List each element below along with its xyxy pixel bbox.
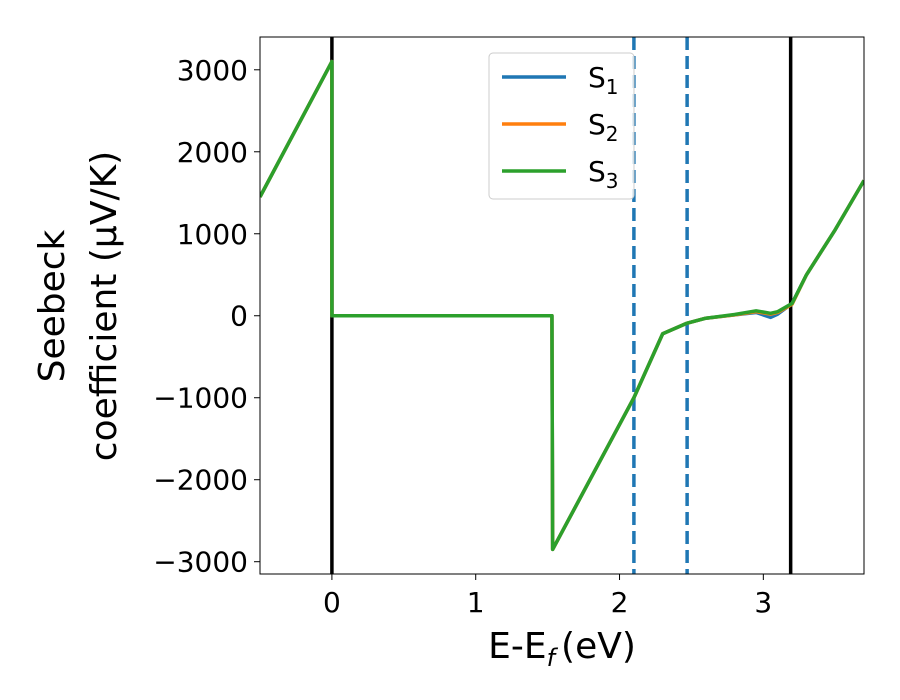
series-lines (260, 59, 864, 552)
x-tick-label: 1 (467, 586, 485, 619)
x-tick-label: 0 (323, 586, 341, 619)
y-tick-label: −2000 (153, 464, 248, 497)
plot-frame (259, 36, 865, 575)
series-line-S3 (260, 59, 864, 552)
plot-area (260, 37, 864, 574)
y-tick-label: −1000 (153, 382, 248, 415)
legend: S1 S2 S3 (488, 52, 635, 200)
y-tick-label: 2000 (177, 136, 248, 169)
y-axis-label-line2: coefficient (μV/K) (84, 151, 125, 461)
y-axis-label-line1: Seebeck (32, 229, 73, 382)
legend-box (488, 52, 635, 200)
y-tick-label: 1000 (177, 218, 248, 251)
legend-label-S2: S2 (588, 108, 619, 146)
y-tick-label: 3000 (177, 54, 248, 87)
x-tick-label: 3 (754, 586, 772, 619)
legend-label-S1: S1 (588, 61, 619, 99)
y-tick-label: 0 (230, 300, 248, 333)
y-tick-label: −3000 (153, 546, 248, 579)
x-tick-label: 2 (611, 586, 629, 619)
y-axis-label: Seebeck coefficient (μV/K) (32, 151, 125, 461)
legend-label-S3: S3 (588, 155, 619, 193)
x-axis-ticks: 0 1 2 3 (323, 574, 772, 619)
x-axis-label: E-Ef (eV) (488, 626, 636, 672)
y-axis-ticks: −3000 −2000 −1000 0 1000 2000 3000 (153, 54, 260, 579)
